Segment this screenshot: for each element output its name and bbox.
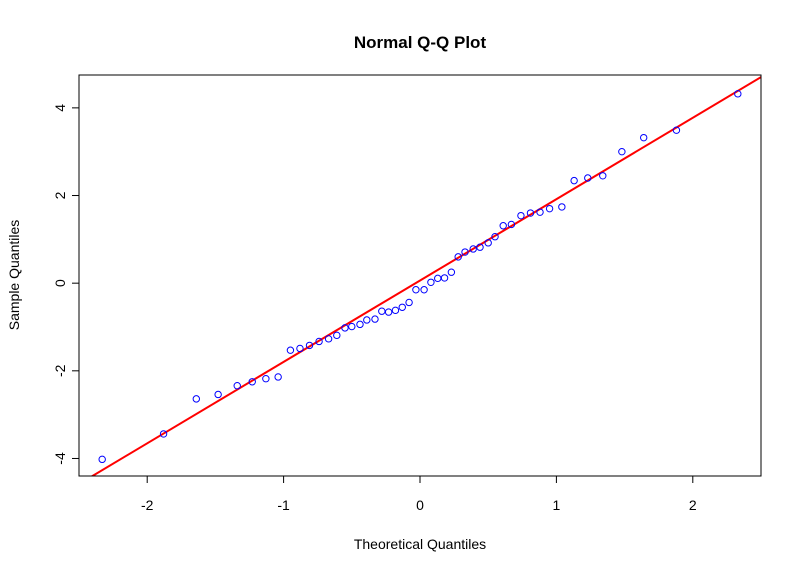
data-point (672, 126, 681, 134)
points-layer (98, 90, 742, 464)
data-point (734, 90, 742, 98)
x-tick-label: -2 (141, 497, 154, 513)
data-point (348, 322, 356, 331)
data-point (391, 306, 400, 315)
y-tick-label: 2 (52, 191, 68, 199)
y-axis-label: Sample Quantiles (6, 220, 22, 331)
data-point (440, 274, 449, 282)
reference-line (90, 76, 761, 476)
data-point (526, 209, 535, 217)
data-point (274, 373, 282, 381)
data-point (412, 286, 420, 294)
data-point (398, 303, 406, 311)
data-point (461, 248, 469, 256)
data-point (341, 324, 349, 332)
x-tick-label: 1 (553, 497, 561, 513)
data-point (286, 346, 295, 354)
y-axis: -4 -2 0 2 4 (52, 104, 80, 465)
data-point (484, 239, 492, 247)
data-point (584, 174, 592, 182)
data-point (333, 331, 341, 340)
data-point (570, 176, 578, 185)
y-tick-label: 4 (52, 104, 68, 112)
data-point (507, 220, 516, 229)
data-point (363, 316, 371, 324)
data-point (545, 204, 554, 213)
data-point (420, 286, 428, 294)
x-tick-label: 2 (689, 497, 697, 513)
y-tick-label: 0 (52, 279, 68, 287)
data-point (454, 253, 462, 261)
x-tick-label: 0 (416, 497, 424, 513)
data-point (476, 243, 484, 251)
y-tick-label: -4 (52, 452, 68, 465)
x-axis: -2 -1 0 1 2 (141, 475, 697, 513)
x-tick-label: -1 (277, 497, 290, 513)
data-point (324, 335, 333, 343)
reference-line-layer (90, 76, 761, 476)
data-point (618, 147, 626, 156)
data-point (214, 390, 222, 399)
data-point (262, 375, 270, 383)
data-point (384, 308, 393, 316)
data-point (356, 320, 364, 329)
data-point (469, 245, 477, 253)
data-point (499, 222, 507, 230)
data-point (517, 211, 525, 220)
plot-frame (78, 74, 762, 477)
data-point (447, 268, 456, 276)
data-point (371, 315, 379, 323)
data-point (305, 341, 314, 350)
data-point (639, 133, 648, 142)
data-point (491, 233, 499, 241)
data-point (434, 274, 442, 283)
y-tick-label: -2 (52, 364, 68, 377)
data-point (315, 337, 323, 346)
data-point (159, 430, 168, 438)
data-point (233, 382, 241, 390)
data-point (558, 203, 566, 211)
data-point (536, 208, 544, 216)
chart-title: Normal Q-Q Plot (354, 33, 487, 52)
data-point (98, 455, 106, 464)
data-point (378, 307, 386, 315)
data-point (599, 172, 607, 180)
data-point (296, 344, 304, 353)
data-point (427, 278, 435, 286)
data-point (192, 395, 201, 403)
data-point (248, 378, 256, 386)
x-axis-label: Theoretical Quantiles (354, 536, 486, 552)
data-point (405, 298, 413, 307)
